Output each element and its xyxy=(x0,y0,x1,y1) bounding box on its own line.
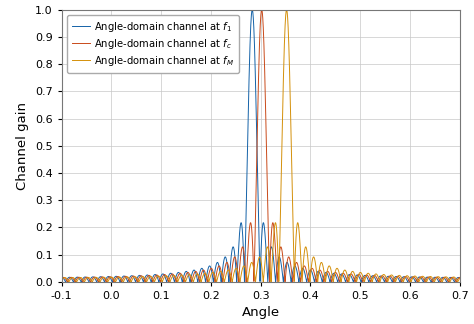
Angle-domain channel at $f_M$ xyxy=(354,279,360,283)
Angle-domain channel at $f_1$ xyxy=(312,279,318,283)
Angle-domain channel at $f_c$ xyxy=(375,279,381,283)
Angle-domain channel at $f_1$ xyxy=(249,8,255,12)
Angle-domain channel at $f_c$ xyxy=(457,275,463,279)
Angle-domain channel at $f_1$ xyxy=(59,275,64,279)
Angle-domain channel at $f_M$ xyxy=(284,8,290,12)
Angle-domain channel at $f_M$ xyxy=(294,222,300,226)
Angle-domain channel at $f_1$ xyxy=(375,277,381,281)
Angle-domain channel at $f_M$ xyxy=(66,280,72,284)
Angle-domain channel at $f_c$ xyxy=(259,8,264,12)
Angle-domain channel at $f_M$ xyxy=(203,272,209,276)
Angle-domain channel at $f_M$ xyxy=(312,257,318,261)
Angle-domain channel at $f_1$ xyxy=(203,279,209,283)
Angle-domain channel at $f_c$ xyxy=(312,272,318,276)
Angle-domain channel at $f_c$ xyxy=(79,278,84,282)
Angle-domain channel at $f_1$ xyxy=(79,279,84,283)
Angle-domain channel at $f_M$ xyxy=(79,276,84,280)
Line: Angle-domain channel at $f_c$: Angle-domain channel at $f_c$ xyxy=(62,10,460,282)
Angle-domain channel at $f_1$ xyxy=(354,273,360,277)
Angle-domain channel at $f_1$ xyxy=(294,271,300,275)
Line: Angle-domain channel at $f_M$: Angle-domain channel at $f_M$ xyxy=(62,10,460,282)
Angle-domain channel at $f_c$ xyxy=(294,261,300,265)
Angle-domain channel at $f_1$ xyxy=(457,276,463,280)
Angle-domain channel at $f_M$ xyxy=(59,279,64,283)
Legend: Angle-domain channel at $f_1$, Angle-domain channel at $f_c$, Angle-domain chann: Angle-domain channel at $f_1$, Angle-dom… xyxy=(67,15,239,73)
X-axis label: Angle: Angle xyxy=(242,307,280,319)
Angle-domain channel at $f_1$ xyxy=(63,280,68,284)
Line: Angle-domain channel at $f_1$: Angle-domain channel at $f_1$ xyxy=(62,10,460,282)
Angle-domain channel at $f_c$ xyxy=(203,273,209,277)
Angle-domain channel at $f_M$ xyxy=(457,276,463,280)
Angle-domain channel at $f_c$ xyxy=(446,280,451,284)
Angle-domain channel at $f_M$ xyxy=(375,275,381,279)
Angle-domain channel at $f_c$ xyxy=(354,275,360,279)
Angle-domain channel at $f_c$ xyxy=(59,277,64,281)
Y-axis label: Channel gain: Channel gain xyxy=(16,102,29,190)
